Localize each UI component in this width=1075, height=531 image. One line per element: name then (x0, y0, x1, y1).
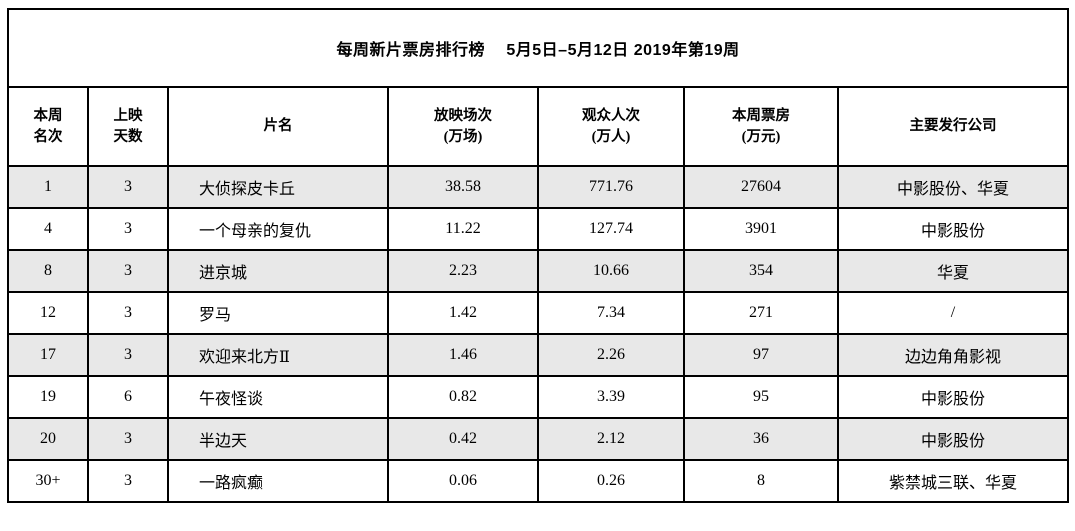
film-title-cell: 一路疯癫 (167, 459, 389, 503)
film-title-cell: 午夜怪谈 (167, 375, 389, 419)
column-header-audience: 观众人次 (万人) (537, 86, 685, 167)
rank-cell: 17 (7, 333, 89, 377)
column-header-film: 片名 (167, 86, 389, 167)
film-title-cell: 大侦探皮卡丘 (167, 165, 389, 209)
table-row: 19 6 午夜怪谈 0.82 3.39 95 中影股份 (7, 375, 1070, 419)
column-header-distributor: 主要发行公司 (836, 86, 1070, 167)
days-cell: 3 (87, 417, 169, 461)
screenings-cell: 2.23 (387, 249, 539, 293)
column-header-box-office: 本周票房 (万元) (683, 86, 839, 167)
table-row: 12 3 罗马 1.42 7.34 271 / (7, 291, 1070, 335)
distributor-cell: 中影股份 (836, 417, 1070, 461)
days-cell: 3 (87, 333, 169, 377)
days-cell: 3 (87, 165, 169, 209)
film-title-cell: 罗马 (167, 291, 389, 335)
days-cell: 3 (87, 459, 169, 503)
distributor-cell: 边边角角影视 (836, 333, 1070, 377)
header-row: 本周 名次 上映 天数 片名 放映场次 (万场) 观众人次 (万人) 本周票房 … (7, 86, 1070, 167)
table-row: 20 3 半边天 0.42 2.12 36 中影股份 (7, 417, 1070, 461)
distributor-cell: 紫禁城三联、华夏 (836, 459, 1070, 503)
screenings-cell: 0.82 (387, 375, 539, 419)
film-title-cell: 一个母亲的复仇 (167, 207, 389, 251)
table-row: 30+ 3 一路疯癫 0.06 0.26 8 紫禁城三联、华夏 (7, 459, 1070, 503)
rank-cell: 8 (7, 249, 89, 293)
rank-cell: 1 (7, 165, 89, 209)
rank-cell: 30+ (7, 459, 89, 503)
film-title-cell: 欢迎来北方Ⅱ (167, 333, 389, 377)
distributor-cell: / (836, 291, 1070, 335)
title-row: 每周新片票房排行榜 5月5日–5月12日 2019年第19周 (6, 8, 1070, 88)
distributor-cell: 华夏 (836, 249, 1070, 293)
box-office-cell: 8 (683, 459, 839, 503)
audience-cell: 127.74 (537, 207, 685, 251)
distributor-cell: 中影股份 (836, 375, 1070, 419)
column-header-days: 上映 天数 (87, 86, 169, 167)
box-office-cell: 271 (683, 291, 839, 335)
rank-cell: 19 (7, 375, 89, 419)
audience-cell: 0.26 (537, 459, 685, 503)
days-cell: 3 (87, 291, 169, 335)
days-cell: 3 (87, 207, 169, 251)
audience-cell: 2.26 (537, 333, 685, 377)
column-header-rank: 本周 名次 (7, 86, 89, 167)
document-page: 每周新片票房排行榜 5月5日–5月12日 2019年第19周 本周 名次 上映 … (6, 8, 1070, 503)
rank-cell: 4 (7, 207, 89, 251)
screenings-cell: 0.06 (387, 459, 539, 503)
audience-cell: 7.34 (537, 291, 685, 335)
box-office-cell: 27604 (683, 165, 839, 209)
rank-cell: 12 (7, 291, 89, 335)
audience-cell: 771.76 (537, 165, 685, 209)
screenings-cell: 1.42 (387, 291, 539, 335)
box-office-cell: 3901 (683, 207, 839, 251)
table-row: 17 3 欢迎来北方Ⅱ 1.46 2.26 97 边边角角影视 (7, 333, 1070, 377)
distributor-cell: 中影股份、华夏 (836, 165, 1070, 209)
screenings-cell: 38.58 (387, 165, 539, 209)
screenings-cell: 11.22 (387, 207, 539, 251)
screenings-cell: 1.46 (387, 333, 539, 377)
audience-cell: 10.66 (537, 249, 685, 293)
table-row: 1 3 大侦探皮卡丘 38.58 771.76 27604 中影股份、华夏 (7, 165, 1070, 209)
days-cell: 3 (87, 249, 169, 293)
rank-cell: 20 (7, 417, 89, 461)
audience-cell: 3.39 (537, 375, 685, 419)
box-office-cell: 95 (683, 375, 839, 419)
distributor-cell: 中影股份 (836, 207, 1070, 251)
days-cell: 6 (87, 375, 169, 419)
table-row: 4 3 一个母亲的复仇 11.22 127.74 3901 中影股份 (7, 207, 1070, 251)
film-title-cell: 半边天 (167, 417, 389, 461)
screenings-cell: 0.42 (387, 417, 539, 461)
table-row: 8 3 进京城 2.23 10.66 354 华夏 (7, 249, 1070, 293)
box-office-table: 每周新片票房排行榜 5月5日–5月12日 2019年第19周 本周 名次 上映 … (6, 8, 1070, 503)
box-office-cell: 36 (683, 417, 839, 461)
audience-cell: 2.12 (537, 417, 685, 461)
column-header-screenings: 放映场次 (万场) (387, 86, 539, 167)
box-office-cell: 354 (683, 249, 839, 293)
box-office-cell: 97 (683, 333, 839, 377)
table-title: 每周新片票房排行榜 5月5日–5月12日 2019年第19周 (6, 8, 1070, 88)
film-title-cell: 进京城 (167, 249, 389, 293)
